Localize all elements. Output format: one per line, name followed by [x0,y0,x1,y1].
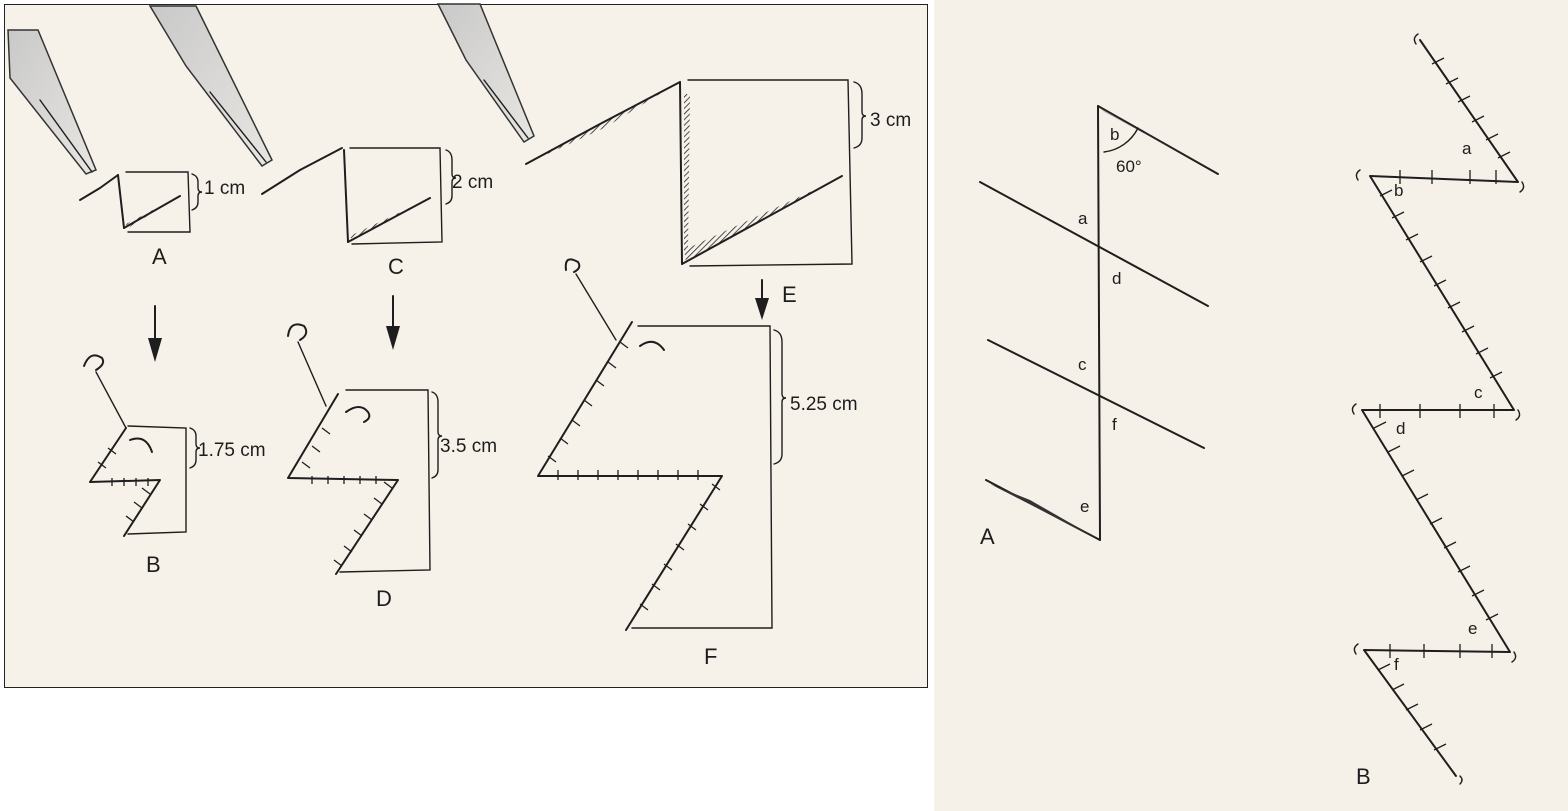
measurement-a: 1 cm [204,178,245,199]
scalpel-icon [436,3,535,144]
point-b-label-b: b [1394,181,1403,200]
panel-label-right-b: B [1356,764,1371,789]
point-c-label: c [1078,355,1087,374]
measurement-d: 3.5 cm [440,436,497,457]
measurement-f: 5.25 cm [790,394,858,415]
point-a-label-b: a [1462,139,1472,158]
panel-label-right-a: A [980,524,995,549]
measurement-b: 1.75 cm [198,440,266,461]
point-b-label: b [1110,125,1119,144]
point-d-label: d [1112,269,1121,288]
incision-e [525,79,867,267]
panel-label-c: C [388,254,404,279]
angle-label: 60° [1116,157,1142,176]
scalpel-icon [7,29,97,175]
scalpel-icon [148,5,273,167]
z-plasty-design [979,105,1219,541]
arrow-down-icon [755,279,769,320]
incision-c [261,147,457,245]
panel-label-a: A [152,244,167,269]
point-f-label-b: f [1394,655,1399,674]
arrow-down-icon [148,305,162,362]
panel-label-d: D [376,586,392,611]
sutured-z-plasty [1351,33,1525,785]
panel-label-f: F [704,644,717,669]
point-d-label-b: d [1396,419,1405,438]
point-e-label-b: e [1468,619,1477,638]
sutured-d [287,323,443,575]
panel-label-b: B [146,552,161,577]
point-a-label: a [1078,209,1088,228]
panel-label-e: E [782,282,797,307]
measurement-c: 2 cm [452,172,493,193]
point-c-label-b: c [1474,383,1483,402]
sutured-f [537,258,787,631]
point-e-label: e [1080,497,1089,516]
arrow-down-icon [386,295,400,350]
measurement-e: 3 cm [870,110,911,131]
right-figure-panel [934,0,1568,811]
sutured-b [83,354,201,537]
point-f-label: f [1112,415,1117,434]
incision-a [79,171,203,233]
